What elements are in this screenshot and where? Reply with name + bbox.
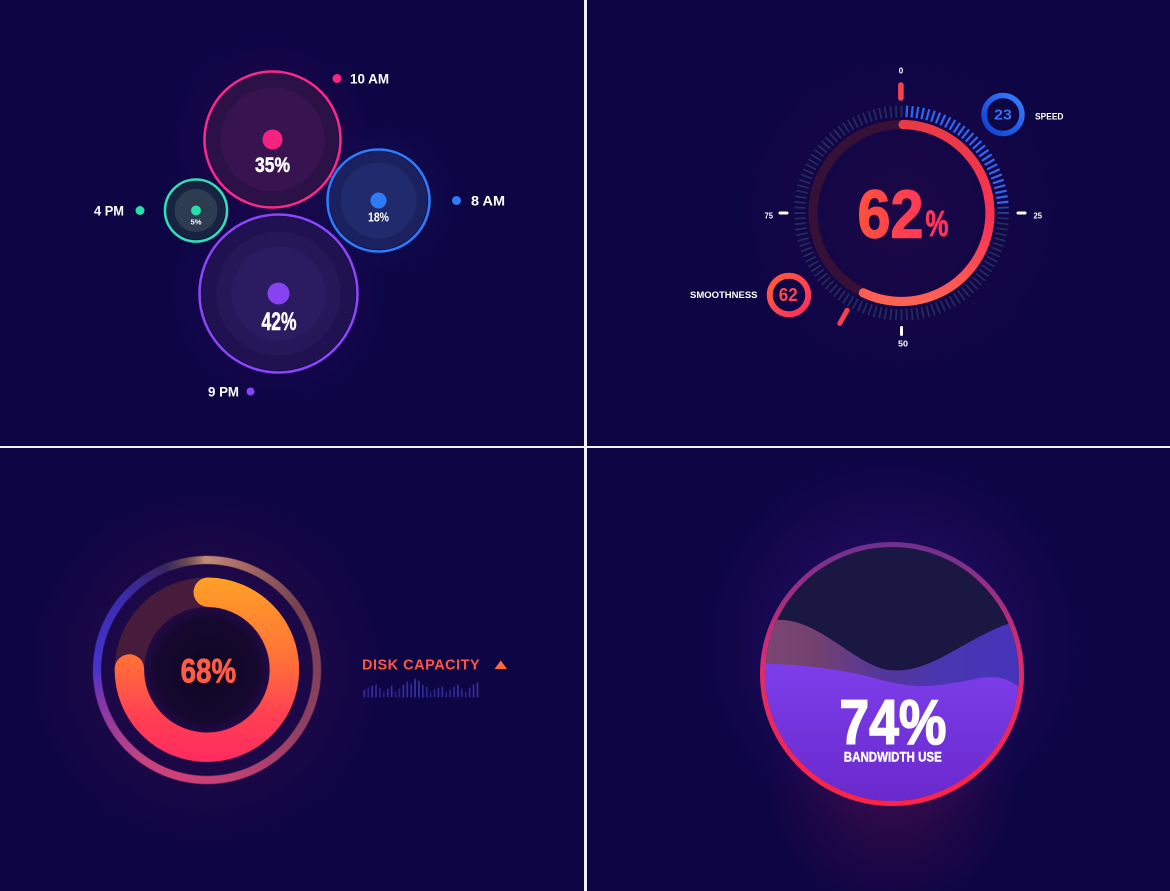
svg-text:9 PM: 9 PM	[208, 385, 239, 400]
svg-text:0: 0	[899, 66, 904, 75]
svg-text:BANDWIDTH USE: BANDWIDTH USE	[844, 749, 942, 765]
svg-text:75: 75	[765, 211, 774, 220]
svg-text:23: 23	[994, 107, 1012, 124]
svg-text:35%: 35%	[255, 154, 290, 177]
svg-text:50: 50	[898, 339, 909, 348]
svg-text:10 AM: 10 AM	[350, 72, 389, 87]
svg-text:4 PM: 4 PM	[94, 204, 124, 219]
svg-text:18%: 18%	[368, 210, 389, 225]
svg-text:5%: 5%	[191, 218, 202, 227]
svg-text:SMOOTHNESS: SMOOTHNESS	[690, 290, 758, 301]
svg-text:DISK CAPACITY: DISK CAPACITY	[362, 658, 480, 674]
svg-text:25: 25	[1034, 211, 1043, 220]
svg-text:%: %	[926, 203, 949, 244]
svg-text:SPEED: SPEED	[1035, 111, 1064, 121]
svg-text:68%: 68%	[181, 653, 237, 691]
svg-text:62: 62	[858, 176, 924, 252]
svg-text:62: 62	[779, 284, 798, 305]
svg-text:74%: 74%	[839, 688, 946, 758]
svg-text:42%: 42%	[262, 308, 297, 336]
svg-text:8 AM: 8 AM	[471, 194, 505, 209]
